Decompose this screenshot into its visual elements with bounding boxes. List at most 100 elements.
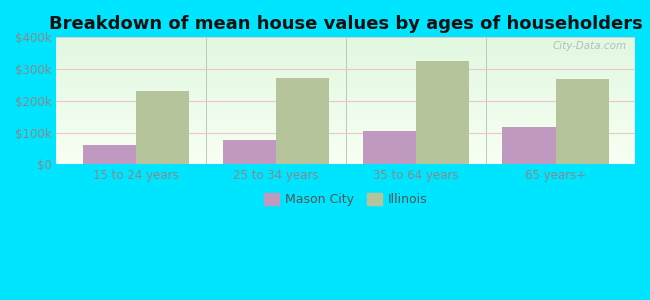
- Bar: [57, 123, 635, 124]
- Bar: [57, 137, 635, 138]
- Bar: [57, 78, 635, 79]
- Bar: [57, 97, 635, 98]
- Bar: [57, 77, 635, 78]
- Bar: [57, 107, 635, 108]
- Bar: [57, 50, 635, 51]
- Bar: [57, 85, 635, 86]
- Bar: [57, 158, 635, 159]
- Bar: [57, 51, 635, 52]
- Bar: [57, 105, 635, 106]
- Bar: [276, 78, 329, 164]
- Bar: [57, 76, 635, 77]
- Bar: [57, 143, 635, 144]
- Bar: [57, 72, 635, 73]
- Bar: [57, 68, 635, 69]
- Bar: [57, 58, 635, 59]
- Bar: [57, 75, 635, 76]
- Bar: [83, 145, 136, 164]
- Bar: [57, 144, 635, 145]
- Bar: [57, 61, 635, 62]
- Bar: [57, 59, 635, 60]
- Bar: [57, 156, 635, 157]
- Bar: [57, 65, 635, 66]
- Bar: [57, 148, 635, 149]
- Bar: [57, 117, 635, 118]
- Bar: [57, 98, 635, 99]
- Bar: [57, 102, 635, 103]
- Bar: [57, 122, 635, 123]
- Bar: [57, 100, 635, 101]
- Bar: [57, 67, 635, 68]
- Bar: [57, 121, 635, 122]
- Bar: [57, 41, 635, 42]
- Bar: [57, 87, 635, 88]
- Bar: [57, 136, 635, 137]
- Bar: [57, 135, 635, 136]
- Bar: [57, 106, 635, 107]
- Bar: [57, 37, 635, 38]
- Bar: [57, 162, 635, 163]
- Bar: [57, 92, 635, 93]
- Bar: [57, 152, 635, 153]
- Bar: [57, 159, 635, 160]
- Bar: [57, 38, 635, 39]
- Bar: [57, 52, 635, 53]
- Bar: [57, 157, 635, 158]
- Bar: [57, 150, 635, 151]
- Bar: [57, 130, 635, 131]
- Bar: [57, 112, 635, 113]
- Bar: [57, 99, 635, 100]
- Bar: [57, 134, 635, 135]
- Bar: [57, 83, 635, 84]
- Bar: [57, 145, 635, 146]
- Bar: [363, 131, 416, 164]
- Bar: [57, 147, 635, 148]
- Bar: [57, 108, 635, 109]
- Bar: [57, 114, 635, 115]
- Bar: [57, 48, 635, 49]
- Bar: [57, 110, 635, 111]
- Bar: [57, 91, 635, 92]
- Bar: [57, 115, 635, 116]
- Bar: [57, 146, 635, 147]
- Bar: [57, 49, 635, 50]
- Bar: [57, 153, 635, 154]
- Bar: [57, 125, 635, 126]
- Legend: Mason City, Illinois: Mason City, Illinois: [259, 188, 432, 211]
- Bar: [57, 60, 635, 61]
- Bar: [57, 94, 635, 95]
- Bar: [57, 128, 635, 129]
- Bar: [57, 63, 635, 64]
- Bar: [57, 89, 635, 90]
- Bar: [57, 44, 635, 45]
- Bar: [57, 46, 635, 47]
- Bar: [57, 64, 635, 65]
- Bar: [57, 66, 635, 67]
- Bar: [57, 53, 635, 54]
- Title: Breakdown of mean house values by ages of householders: Breakdown of mean house values by ages o…: [49, 15, 643, 33]
- Bar: [57, 56, 635, 57]
- Bar: [57, 111, 635, 112]
- Bar: [57, 57, 635, 58]
- Bar: [416, 61, 469, 164]
- Bar: [57, 138, 635, 139]
- Bar: [57, 40, 635, 41]
- Bar: [57, 93, 635, 94]
- Bar: [57, 103, 635, 104]
- Text: City-Data.com: City-Data.com: [552, 41, 627, 51]
- Bar: [57, 70, 635, 71]
- Bar: [57, 104, 635, 105]
- Bar: [57, 141, 635, 142]
- Bar: [57, 160, 635, 161]
- Bar: [57, 74, 635, 75]
- Bar: [57, 161, 635, 162]
- Bar: [57, 79, 635, 80]
- Bar: [57, 80, 635, 81]
- Bar: [57, 54, 635, 55]
- Bar: [57, 39, 635, 40]
- Bar: [57, 40, 635, 41]
- Bar: [57, 119, 635, 120]
- Bar: [57, 124, 635, 125]
- Bar: [57, 132, 635, 133]
- Bar: [57, 163, 635, 164]
